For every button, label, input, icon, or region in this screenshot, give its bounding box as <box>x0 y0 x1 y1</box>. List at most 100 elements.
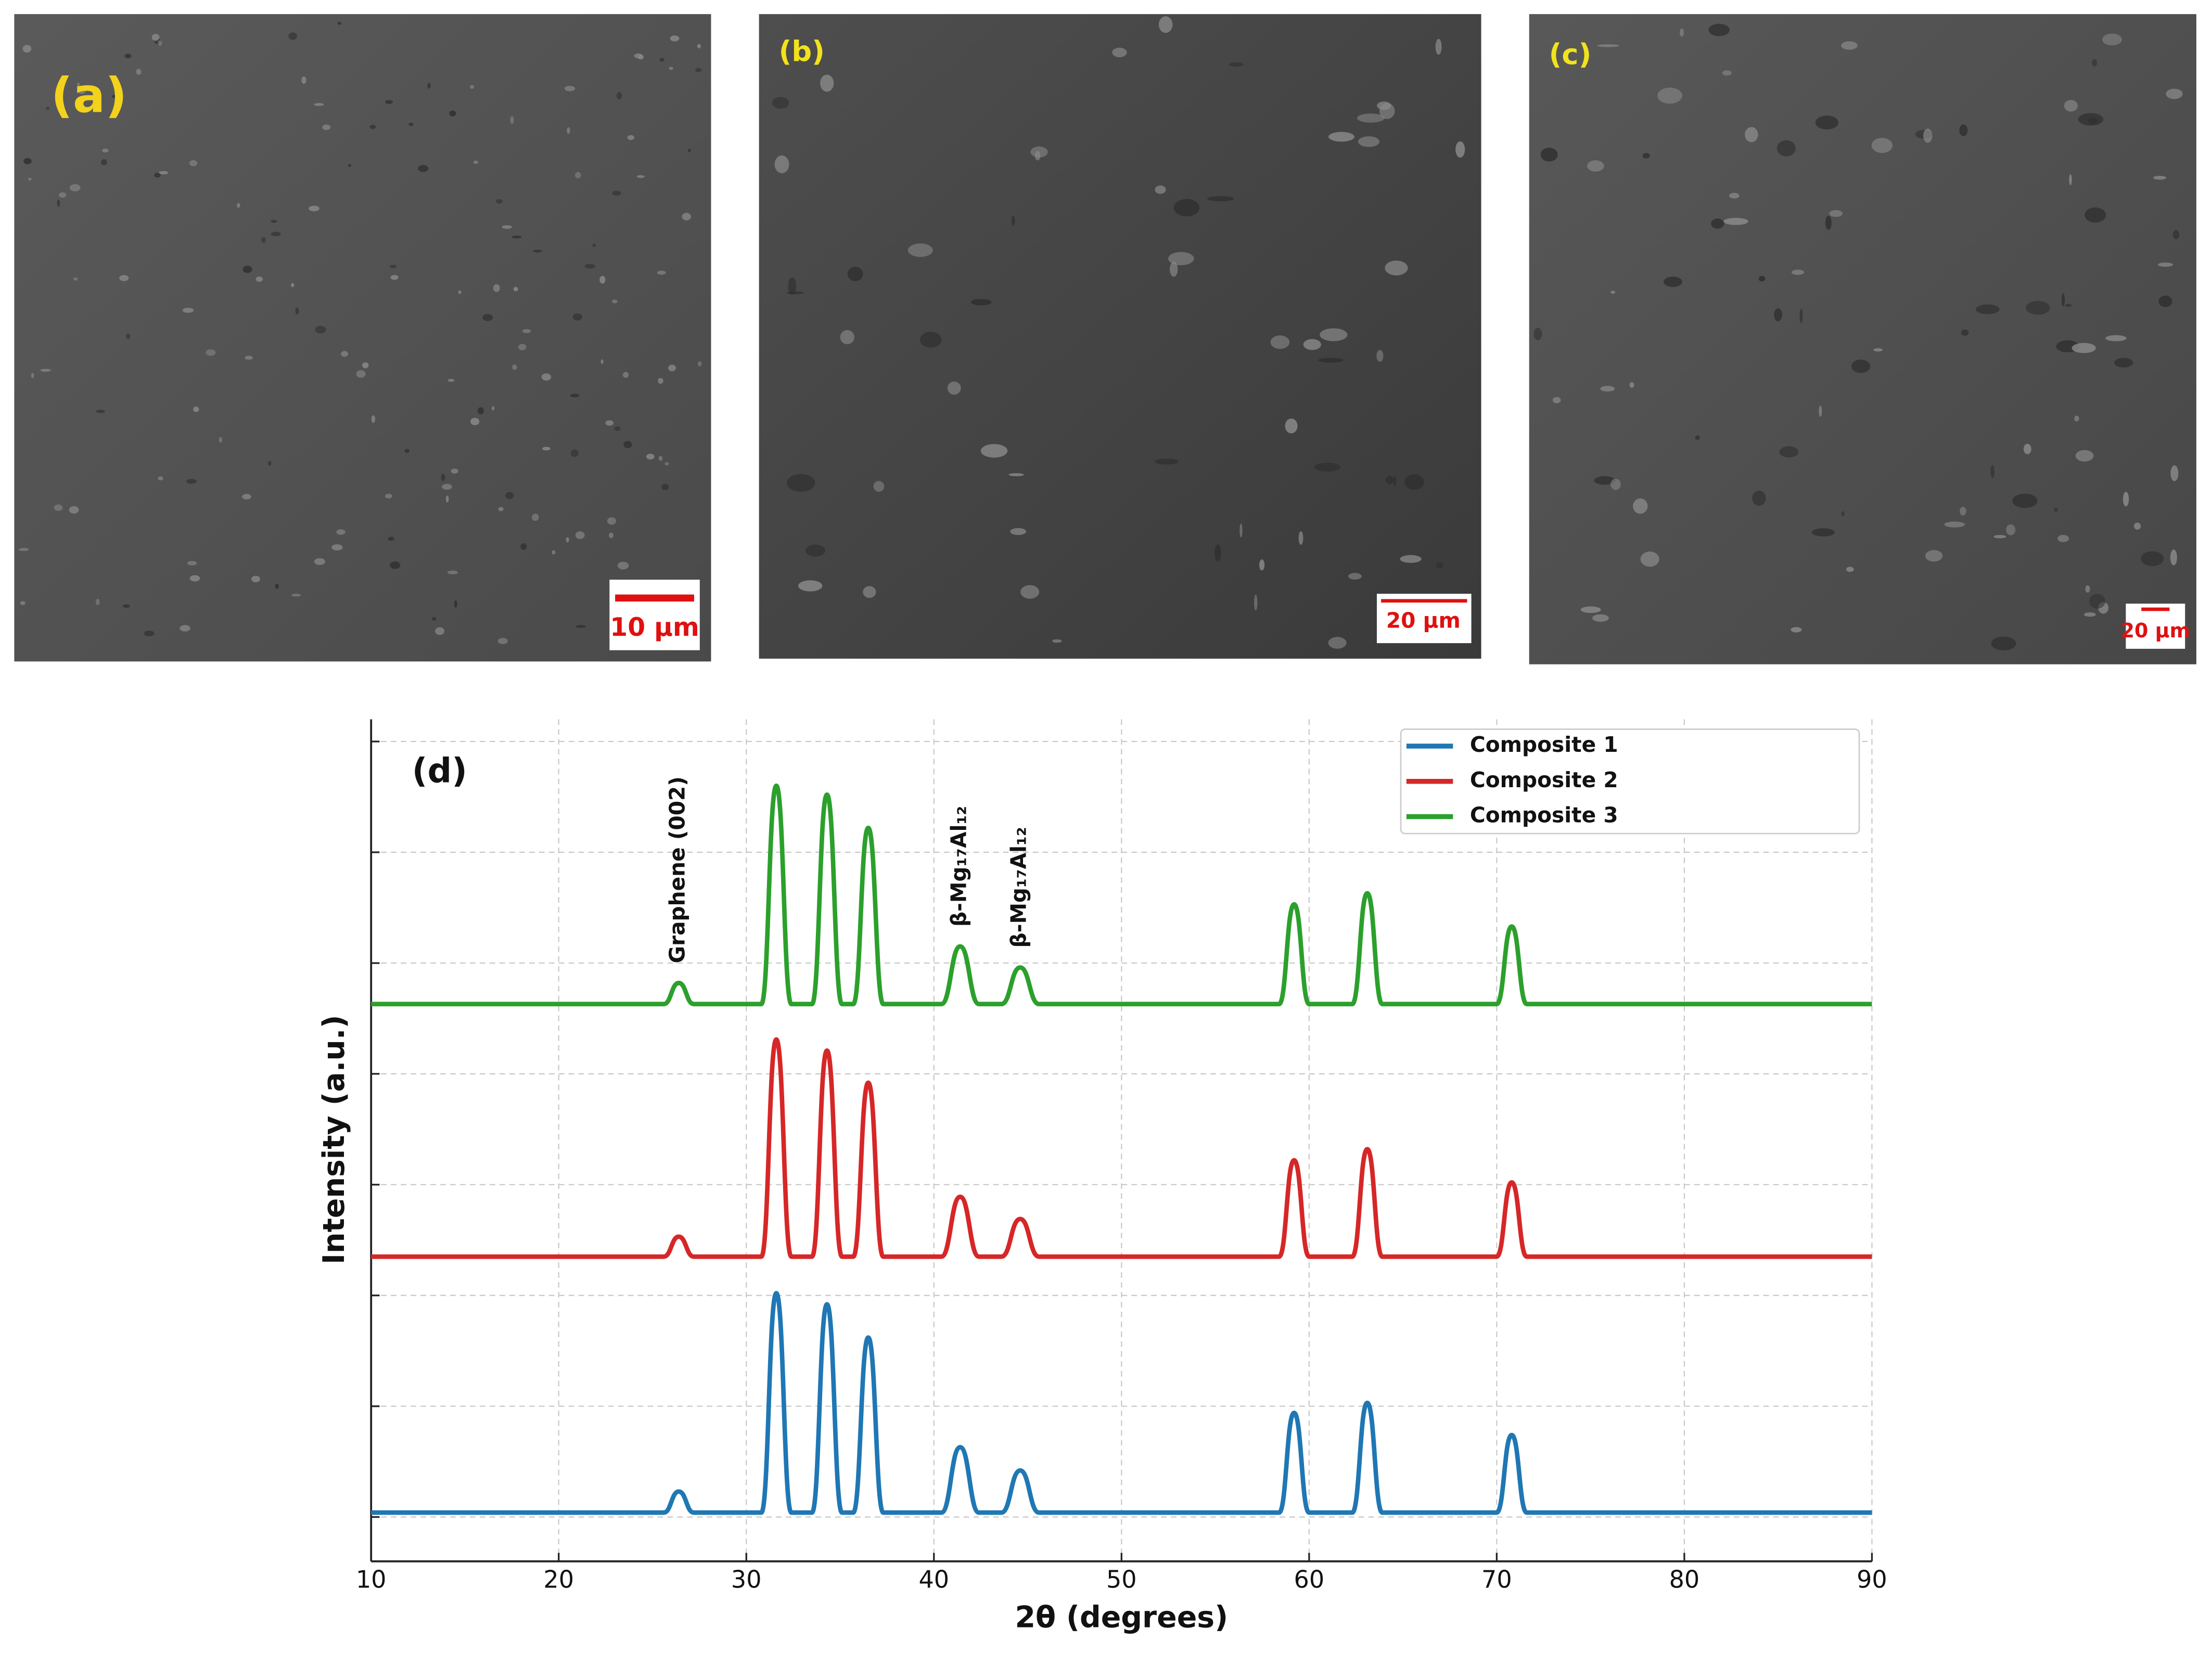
panel-label: (d) <box>412 752 467 791</box>
texture-blob <box>661 484 669 490</box>
x-tick-label: 20 <box>543 1565 574 1593</box>
texture-blob <box>69 184 81 191</box>
texture-blob <box>840 330 854 344</box>
texture-blob <box>1173 199 1200 216</box>
texture-blob <box>970 299 992 305</box>
texture-blob <box>2006 524 2016 535</box>
texture-blob <box>491 406 495 411</box>
texture-blob <box>695 68 702 72</box>
legend-box <box>1400 728 1860 835</box>
texture-blob <box>189 160 198 166</box>
texture-blob <box>291 594 301 597</box>
texture-blob <box>2072 343 2096 353</box>
texture-blob <box>510 116 514 124</box>
scale-bar-box <box>609 580 700 650</box>
texture-blob <box>451 468 458 474</box>
texture-blob <box>2061 293 2065 307</box>
x-tick-label: 90 <box>1857 1565 1887 1593</box>
texture-blob <box>356 370 366 378</box>
texture-blob <box>271 232 281 237</box>
texture-blob <box>1592 614 1609 622</box>
texture-blob <box>1379 103 1395 119</box>
texture-blob <box>431 617 437 621</box>
texture-blob <box>182 307 194 313</box>
texture-blob <box>445 495 449 503</box>
texture-blob <box>251 575 260 583</box>
texture-blob <box>698 361 702 367</box>
sem-image <box>1529 14 2196 664</box>
texture-blob <box>1873 348 1883 352</box>
texture-blob <box>627 135 634 140</box>
x-tick-label: 70 <box>1481 1565 1512 1593</box>
annotation: Graphene (002) <box>664 776 689 963</box>
texture-blob <box>18 548 29 552</box>
texture-blob <box>31 373 34 379</box>
texture-blob <box>1170 262 1178 277</box>
texture-blob <box>1357 113 1385 123</box>
texture-blob <box>907 243 933 257</box>
texture-blob <box>470 418 480 426</box>
texture-blob <box>772 97 789 109</box>
texture-blob <box>566 537 569 543</box>
texture-blob <box>1597 44 1620 47</box>
texture-blob <box>20 601 25 605</box>
texture-blob <box>1657 87 1682 104</box>
texture-blob <box>371 415 376 423</box>
texture-blob <box>1404 474 1424 490</box>
texture-blob <box>567 127 570 134</box>
legend-label: Composite 2 <box>1470 767 1618 792</box>
texture-blob <box>2012 493 2038 508</box>
texture-blob <box>336 529 346 535</box>
scale-bar-label: 20 µm <box>1386 608 1461 633</box>
texture-blob <box>1758 276 1766 281</box>
texture-blob <box>154 172 161 178</box>
texture-blob <box>541 373 552 381</box>
texture-blob <box>1752 490 1766 506</box>
texture-blob <box>2114 357 2133 368</box>
texture-blob <box>1270 335 1290 349</box>
texture-blob <box>1580 606 1601 613</box>
texture-blob <box>592 244 596 248</box>
texture-blob <box>404 449 410 453</box>
texture-blob <box>388 536 394 541</box>
series-line <box>371 783 1872 1007</box>
texture-blob <box>242 265 252 273</box>
texture-blob <box>2092 59 2098 67</box>
texture-blob <box>1791 627 1802 633</box>
texture-blob <box>2085 585 2090 593</box>
texture-blob <box>1303 339 1321 350</box>
texture-blob <box>614 426 621 431</box>
texture-blob <box>2057 534 2069 542</box>
texture-blob <box>54 504 63 511</box>
texture-blob <box>2064 99 2078 112</box>
texture-blob <box>520 543 527 550</box>
texture-blob <box>1829 210 1843 217</box>
texture-blob <box>193 406 199 413</box>
texture-blob <box>2054 507 2058 512</box>
texture-blob <box>1811 528 1835 537</box>
texture-blob <box>427 83 431 89</box>
texture-blob <box>1229 62 1244 67</box>
texture-blob <box>798 580 823 592</box>
texture-blob <box>96 409 106 413</box>
texture-blob <box>659 58 664 62</box>
texture-blob <box>788 277 797 295</box>
texture-blob <box>2026 301 2050 315</box>
texture-blob <box>1052 639 1062 643</box>
texture-blob <box>1318 357 1344 363</box>
texture-blob <box>498 507 504 511</box>
texture-blob <box>1779 446 1799 458</box>
texture-blob <box>301 76 306 84</box>
x-tick-label: 60 <box>1294 1565 1325 1593</box>
texture-blob <box>1298 531 1303 545</box>
texture-blob <box>187 561 197 566</box>
texture-blob <box>1991 636 2016 650</box>
texture-blob <box>1400 555 1422 563</box>
texture-blob <box>1533 327 1542 340</box>
texture-blob <box>441 473 445 481</box>
texture-blob <box>1774 308 1783 322</box>
panel-label: (a) <box>51 67 127 123</box>
sem-image <box>759 14 1481 659</box>
texture-blob <box>119 275 129 281</box>
texture-blob <box>2172 230 2180 240</box>
